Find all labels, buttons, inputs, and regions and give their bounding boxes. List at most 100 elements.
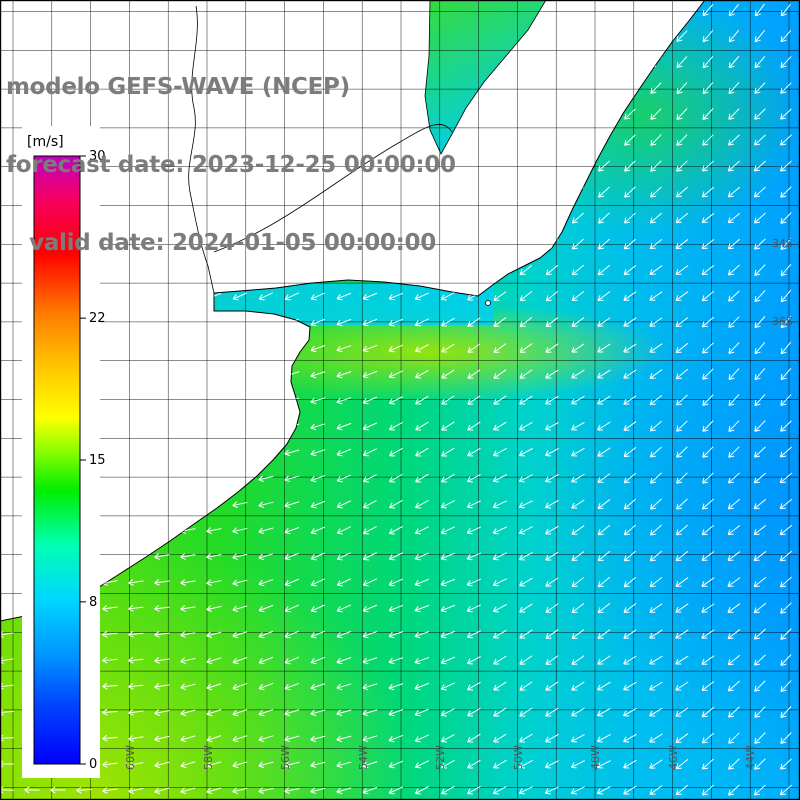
wind-arrow	[362, 422, 378, 431]
wind-arrow	[597, 681, 611, 691]
wind-arrow	[414, 682, 430, 691]
wind-arrow	[754, 238, 766, 250]
wind-arrow	[232, 553, 248, 561]
wind-arrow	[676, 420, 688, 432]
wind-arrow	[389, 473, 403, 483]
wind-arrow	[649, 733, 663, 743]
wind-arrow	[649, 317, 663, 327]
wind-arrow	[440, 604, 456, 613]
wind-arrow	[675, 368, 689, 380]
wind-arrow	[232, 657, 248, 665]
wind-arrow	[284, 787, 300, 794]
wind-arrow	[780, 706, 792, 718]
wind-arrow	[206, 631, 222, 639]
colorbar-tick-label: 22	[89, 311, 106, 326]
wind-arrow	[675, 733, 689, 743]
wind-arrow	[310, 345, 326, 353]
wind-arrow	[623, 655, 637, 665]
wind-arrow	[701, 290, 715, 302]
wind-arrow	[623, 212, 636, 224]
wind-arrow	[388, 396, 403, 405]
wind-arrow	[675, 212, 689, 224]
wind-arrow	[310, 735, 326, 743]
wind-arrow	[467, 707, 481, 717]
wind-arrow	[779, 524, 793, 536]
wind-arrow	[571, 212, 584, 224]
wind-arrow	[649, 550, 663, 562]
wind-arrow	[519, 577, 533, 587]
wind-arrow	[284, 709, 300, 717]
wind-arrow	[415, 395, 429, 405]
lon-label: 44W	[744, 745, 757, 770]
wind-arrow	[440, 733, 455, 743]
wind-arrow	[780, 29, 792, 43]
colorbar-tick-label: 8	[89, 595, 97, 610]
wind-arrow	[440, 526, 456, 535]
wind-arrow	[649, 785, 663, 795]
axis-labels: 60W 58W 56W 54W 52W 50W 48W 46W 44W 34S 36S	[124, 237, 793, 770]
wind-arrow	[232, 682, 248, 691]
wind-arrow	[388, 683, 404, 691]
wind-arrow	[284, 735, 300, 743]
wind-arrow	[519, 629, 533, 639]
wind-arrow	[728, 3, 740, 17]
wind-arrow	[701, 603, 715, 613]
wind-arrow	[467, 681, 481, 691]
wind-arrow	[545, 264, 559, 276]
wind-arrow	[701, 629, 715, 639]
wind-arrow	[128, 735, 144, 742]
wind-arrow	[180, 605, 196, 612]
wind-arrow	[440, 682, 455, 691]
wind-arrow	[310, 292, 326, 301]
wind-arrow	[754, 56, 766, 69]
wind-arrow	[180, 631, 196, 638]
wind-arrow	[701, 655, 715, 665]
wind-arrow	[310, 474, 326, 483]
wind-arrow	[779, 576, 792, 588]
wind-arrow	[779, 498, 793, 510]
wind-arrow	[754, 290, 766, 303]
wind-arrow	[519, 265, 533, 276]
wind-arrow	[597, 629, 611, 639]
wind-arrow	[702, 472, 714, 484]
wind-arrow	[284, 475, 300, 483]
wind-arrow	[258, 475, 274, 483]
wind-arrow	[519, 421, 533, 431]
wind-arrow	[388, 421, 403, 431]
wind-arrow	[649, 238, 663, 250]
wind-arrow	[727, 498, 741, 510]
wind-arrow	[180, 787, 196, 795]
wind-arrow	[310, 318, 326, 327]
wind-arrow	[492, 447, 507, 457]
wind-arrow	[310, 371, 326, 379]
wind-arrow	[545, 733, 559, 743]
wind-arrow	[284, 501, 300, 509]
wind-arrow	[545, 290, 559, 302]
wind-arrow	[206, 553, 222, 560]
wind-arrow	[701, 186, 715, 198]
wind-arrow	[675, 707, 689, 717]
wind-arrow	[545, 707, 559, 717]
wind-arrow	[701, 706, 715, 718]
wind-arrow	[623, 238, 637, 250]
wind-arrow	[701, 551, 715, 562]
wind-arrow	[415, 473, 429, 483]
wind-arrow	[623, 265, 637, 276]
wind-arrow	[780, 341, 792, 355]
wind-arrow	[258, 501, 274, 509]
wind-arrow	[102, 605, 118, 612]
wind-arrow	[232, 579, 248, 587]
wind-arrow	[258, 787, 274, 794]
wind-arrow	[310, 761, 326, 769]
wind-arrow	[702, 420, 714, 432]
wind-arrow	[701, 212, 715, 224]
wind-arrow	[702, 446, 714, 458]
wind-arrow	[258, 682, 274, 691]
wind-arrow	[206, 787, 222, 795]
wind-arrow	[336, 683, 352, 691]
wind-arrow	[310, 526, 326, 535]
wind-arrow	[753, 472, 766, 484]
wind-arrow	[675, 524, 688, 536]
wind-arrow	[519, 369, 533, 379]
wind-arrow	[597, 602, 611, 614]
